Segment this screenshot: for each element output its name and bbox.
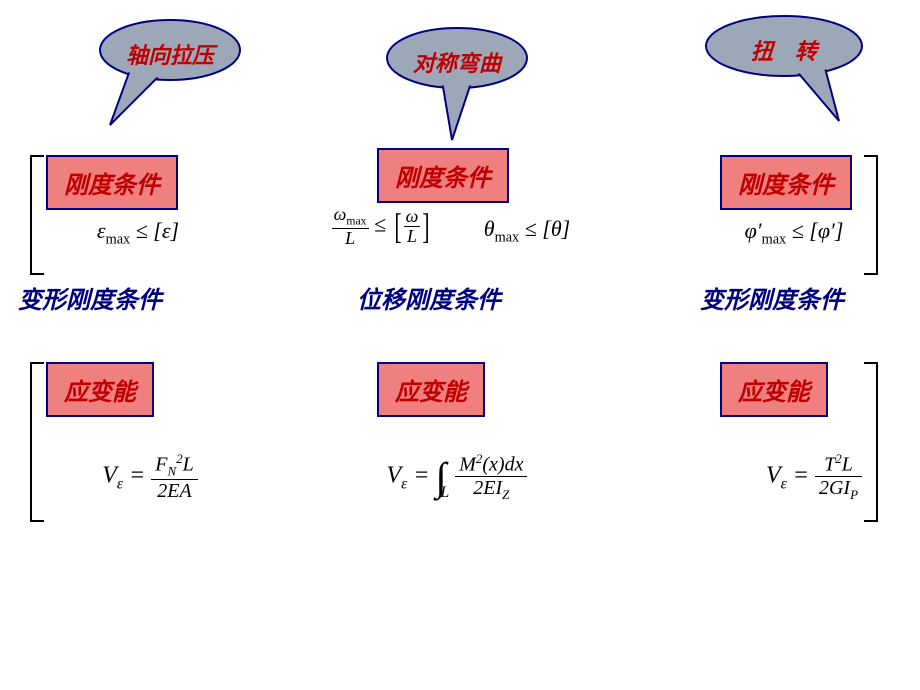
bubble-bending: 对称弯曲 xyxy=(357,18,557,138)
caption-bending: 位移刚度条件 xyxy=(357,280,501,315)
speech-bubble-icon xyxy=(70,10,270,140)
bracket-icon xyxy=(864,155,878,275)
speech-bubble-icon xyxy=(357,18,557,148)
caption-torsion: 变形刚度条件 xyxy=(700,280,844,315)
formula-stiffness-torsion: φ′max ≤ [φ′] xyxy=(714,218,874,248)
formula-stiffness-axial: εmax ≤ [ε] xyxy=(58,218,218,248)
column-bending: 对称弯曲 刚度条件 ωmaxL ≤ [ωL] θmax ≤ [θ] 位移刚度条件… xyxy=(307,0,613,690)
formula-energy-axial: Vε = FN2L 2EA xyxy=(50,452,250,502)
column-torsion: 扭 转 刚度条件 φ′max ≤ [φ′] 变形刚度条件 应变能 Vε = T2… xyxy=(604,0,910,690)
formula-energy-torsion: Vε = T2L 2GIP xyxy=(714,452,914,502)
column-axial: 轴向拉压 刚度条件 εmax ≤ [ε] 变形刚度条件 应变能 Vε = FN2… xyxy=(10,0,316,690)
speech-bubble-icon xyxy=(664,6,884,136)
box-stiffness: 刚度条件 xyxy=(720,155,852,210)
bubble-axial: 轴向拉压 xyxy=(70,10,270,130)
bubble-label: 轴向拉压 xyxy=(70,38,270,70)
formula-energy-bending: Vε = ∫L M2(x)dx 2EIZ xyxy=(307,452,607,502)
box-energy: 应变能 xyxy=(46,362,154,417)
formula-stiffness-bending-theta: θmax ≤ [θ] xyxy=(457,216,597,246)
bracket-icon xyxy=(30,155,44,275)
box-stiffness: 刚度条件 xyxy=(46,155,178,210)
formula-stiffness-bending-w: ωmaxL ≤ [ωL] xyxy=(297,205,467,248)
box-stiffness: 刚度条件 xyxy=(377,148,509,203)
bracket-icon xyxy=(30,362,44,522)
bubble-label: 对称弯曲 xyxy=(357,46,557,78)
bubble-label: 扭 转 xyxy=(684,34,884,66)
bubble-torsion: 扭 转 xyxy=(664,6,864,126)
box-energy: 应变能 xyxy=(720,362,828,417)
caption-axial: 变形刚度条件 xyxy=(18,280,162,315)
box-energy: 应变能 xyxy=(377,362,485,417)
